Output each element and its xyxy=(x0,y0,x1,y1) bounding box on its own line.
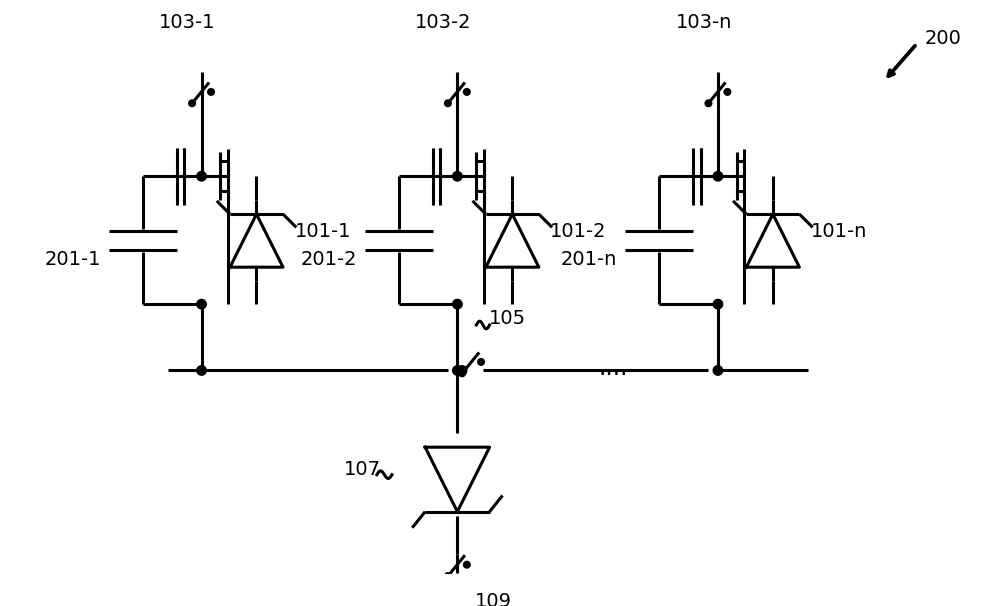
Circle shape xyxy=(478,359,484,365)
Text: 201-2: 201-2 xyxy=(300,250,357,269)
Circle shape xyxy=(197,171,206,181)
Circle shape xyxy=(197,366,206,375)
Text: ....: .... xyxy=(599,356,628,379)
Text: 201-1: 201-1 xyxy=(45,250,101,269)
Text: 200: 200 xyxy=(924,29,961,48)
Circle shape xyxy=(464,88,470,95)
Text: 101-n: 101-n xyxy=(811,222,867,241)
Text: 103-2: 103-2 xyxy=(415,13,471,32)
Circle shape xyxy=(457,366,467,375)
Text: 109: 109 xyxy=(474,592,511,606)
Text: 103-n: 103-n xyxy=(676,13,732,32)
Circle shape xyxy=(713,299,723,309)
Circle shape xyxy=(453,299,462,309)
Circle shape xyxy=(208,88,214,95)
Circle shape xyxy=(464,561,470,568)
Circle shape xyxy=(724,88,731,95)
Circle shape xyxy=(445,100,451,107)
Circle shape xyxy=(189,100,195,107)
Text: 107: 107 xyxy=(344,461,381,479)
Circle shape xyxy=(705,100,712,107)
Circle shape xyxy=(453,366,462,375)
Circle shape xyxy=(197,299,206,309)
Circle shape xyxy=(453,171,462,181)
Circle shape xyxy=(713,171,723,181)
Text: 101-1: 101-1 xyxy=(294,222,351,241)
Text: 103-1: 103-1 xyxy=(159,13,216,32)
Text: 101-2: 101-2 xyxy=(550,222,607,241)
Circle shape xyxy=(459,370,465,376)
Circle shape xyxy=(445,573,451,579)
Circle shape xyxy=(713,366,723,375)
Text: 105: 105 xyxy=(489,309,526,328)
Text: 201-n: 201-n xyxy=(561,250,617,269)
